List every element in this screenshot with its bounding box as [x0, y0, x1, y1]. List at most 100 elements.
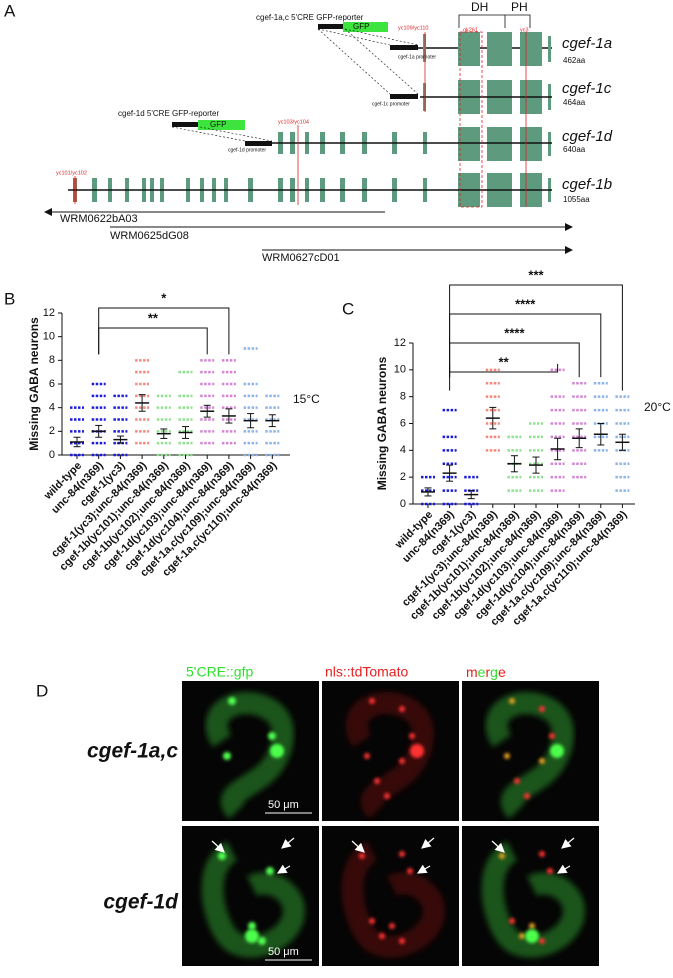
nucleus [499, 853, 505, 859]
allele-marker [74, 31, 527, 208]
domain-label: PH [511, 0, 528, 14]
y-tick-label: 8 [49, 354, 55, 366]
dashed-guide [317, 28, 419, 95]
significance-label: ** [148, 310, 159, 325]
cosmid-arrow [44, 208, 573, 254]
significance-label: **** [515, 296, 536, 311]
y-tick-label: 10 [43, 331, 55, 343]
micrograph [462, 681, 599, 821]
arrow [281, 837, 295, 849]
arrow [491, 840, 505, 853]
y-axis-label: Missing GABA neurons [27, 317, 41, 451]
significance-bracket [98, 327, 208, 355]
arrow [416, 864, 431, 874]
panel-label: D [36, 681, 48, 700]
row-label: cgef-1d [103, 891, 179, 914]
arrow [276, 864, 291, 874]
cosmid-label: WRM0627cD01 [262, 252, 340, 264]
nucleus [389, 923, 395, 929]
isoform-length: 464aa [563, 98, 586, 107]
y-tick-label: 2 [49, 425, 55, 437]
nucleus [504, 753, 510, 759]
arrow [351, 840, 365, 853]
gfp-box [198, 120, 245, 130]
promoter-label: cgef-1d promoter [228, 147, 266, 153]
micrograph [322, 681, 459, 821]
y-tick-label: 6 [400, 417, 406, 429]
nucleus [359, 853, 365, 859]
nucleus [399, 851, 405, 857]
nucleus [539, 706, 545, 712]
nucleus [399, 706, 405, 712]
allele-label: gk261 [463, 27, 478, 33]
y-tick-label: 6 [49, 378, 55, 390]
allele-label: yc101/yc102 [56, 170, 87, 176]
significance-label: *** [528, 267, 544, 282]
gfp-spot [223, 752, 231, 760]
y-tick-label: 8 [400, 391, 406, 403]
nucleus [369, 698, 375, 704]
nucleus [379, 933, 385, 939]
reporter-bar [318, 24, 345, 29]
channel-label: merge [466, 664, 506, 680]
micrograph [182, 826, 319, 966]
promoter [390, 94, 418, 99]
y-axis-label: Missing GABA neurons [375, 356, 389, 490]
micrograph [462, 826, 599, 966]
allele-label: yc3 [520, 27, 529, 33]
reporter-label: cgef-1a,c 5'CRE GFP-reporter [256, 13, 364, 22]
isoform-length: 1055aa [563, 195, 590, 204]
channel-label: nls::tdTomato [325, 664, 408, 680]
gfp-signal [205, 691, 294, 819]
y-tick-label: 4 [49, 402, 55, 414]
nucleus [539, 938, 545, 944]
scale-bar-label: 50 μm [268, 799, 299, 811]
gfp-box [343, 22, 388, 32]
nucleus [369, 918, 375, 924]
gfp-signal [201, 841, 305, 958]
temperature-label: 20°C [644, 400, 671, 414]
cosmid-label: WRM0622bA03 [60, 213, 138, 225]
y-tick-label: 4 [400, 444, 406, 456]
nucleus [409, 733, 415, 739]
nucleus [399, 758, 405, 764]
nucleus [524, 793, 530, 799]
y-tick-label: 2 [400, 471, 406, 483]
isoform-name: cgef-1b [562, 176, 612, 193]
y-tick-label: 12 [394, 337, 406, 349]
tomato-signal [345, 691, 434, 819]
nucleus [384, 793, 390, 799]
promoter [245, 141, 272, 146]
arrow [211, 840, 225, 853]
y-tick-label: 12 [43, 307, 55, 319]
significance-bracket [449, 313, 602, 378]
nucleus [539, 758, 545, 764]
panel-label: B [4, 289, 15, 308]
isoform-name: cgef-1a [562, 35, 612, 52]
exons [73, 32, 551, 207]
gfp-spot [266, 867, 274, 875]
gfp-spot [228, 697, 236, 705]
allele-label: yc103/yc104 [278, 119, 309, 125]
nucleus [374, 778, 380, 784]
isoform-length: 462aa [563, 56, 586, 65]
gene-diagram: A DH PH cgef-1a,c 5'CRE GFP-reporter GFP… [4, 0, 613, 264]
gfp-signal [481, 841, 585, 958]
panel-label: C [342, 299, 354, 318]
row-label: cgef-1a,c [87, 740, 178, 763]
bright-spot [410, 744, 424, 758]
y-tick-label: 0 [49, 449, 55, 461]
gfp-label: GFP [353, 22, 369, 31]
isoform-length: 640aa [563, 145, 586, 154]
promoter [390, 45, 418, 50]
domain-label: DH [471, 0, 488, 14]
reporter-bar [172, 122, 200, 127]
significance-label: **** [504, 325, 525, 340]
nucleus [539, 851, 545, 857]
gfp-label: GFP [210, 120, 226, 129]
nucleus [364, 753, 370, 759]
bright-spot [245, 929, 259, 943]
